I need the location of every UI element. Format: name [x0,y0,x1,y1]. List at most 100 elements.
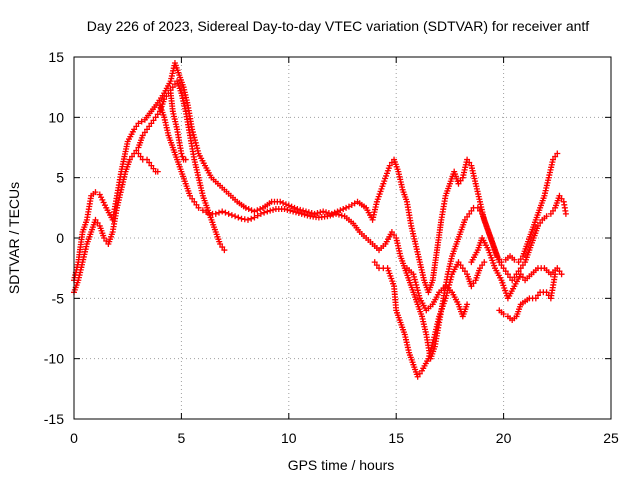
x-tick-label: 5 [178,430,186,446]
data-point-marker [133,123,140,130]
data-point-marker [245,206,252,213]
data-point-marker [248,215,255,222]
data-point-marker [558,271,565,278]
data-point-marker [92,216,99,223]
data-point-marker [195,204,202,211]
data-point-marker [429,339,436,346]
data-point-marker [511,256,518,263]
data-point-marker [337,207,344,214]
series-track-g [496,271,559,324]
data-point-marker [189,129,196,136]
data-point-marker [562,210,569,217]
data-point-marker [131,126,138,133]
y-tick-label: 5 [56,170,64,186]
data-point-marker [414,373,421,380]
data-point-marker [304,212,311,219]
data-point-marker [302,208,309,215]
data-point-marker [466,210,473,217]
data-point-marker [150,165,157,172]
y-tick-label: 10 [48,109,64,125]
data-point-marker [199,207,206,214]
data-point-marker [148,120,155,127]
data-point-marker [554,265,561,272]
y-axis-ticks: -15 -10 -5 0 5 10 15 [44,49,611,427]
data-point-marker [222,209,229,216]
data-point-marker [468,207,475,214]
data-point-marker [191,198,198,205]
data-point-marker [141,129,148,136]
data-point-marker [150,117,157,124]
data-point-marker [285,202,292,209]
series-track-e [371,259,488,380]
data-point-marker [429,342,435,349]
data-point-marker [186,192,193,199]
data-point-marker [264,208,271,215]
data-point-marker [509,277,516,284]
data-point-marker [457,177,464,184]
data-point-marker [410,271,417,278]
data-point-marker [219,244,226,251]
data-point-marker [431,334,438,341]
data-point-marker [558,195,565,202]
data-point-marker [215,209,222,216]
data-point-marker [137,153,144,160]
data-point-marker [135,120,142,127]
data-point-marker [232,213,239,220]
data-point-marker [556,192,563,199]
data-point-marker [464,213,471,220]
data-point-marker [98,194,105,201]
x-tick-label: 0 [70,430,78,446]
data-point-marker [338,212,345,219]
data-point-marker [464,156,471,163]
data-point-marker [517,271,524,278]
data-point-marker [550,207,557,214]
data-point-marker [317,209,324,216]
data-point-marker [335,211,342,218]
data-point-marker [144,126,151,133]
data-point-marker [203,209,210,216]
data-point-marker [284,206,291,213]
data-point-marker [320,208,327,215]
data-point-marker [470,280,477,287]
data-point-marker [217,241,224,248]
data-point-marker [537,219,544,226]
data-point-marker [192,137,199,144]
data-point-marker [191,134,198,141]
data-point-marker [448,273,455,280]
data-point-marker [442,295,449,302]
data-point-marker [446,281,453,288]
series-track-c [156,102,569,362]
data-point-marker [430,336,437,343]
data-point-marker [333,210,340,217]
data-point-marker [254,212,261,219]
data-point-marker [547,210,554,217]
data-point-marker [189,126,196,133]
data-point-marker [330,211,337,218]
data-point-marker [416,292,423,299]
data-point-marker [154,168,161,175]
data-point-marker [412,279,419,286]
data-point-marker [457,262,464,269]
data-point-marker [443,292,450,299]
data-point-marker [225,210,232,217]
data-point-marker [146,159,153,166]
data-point-marker [543,213,550,220]
data-point-marker [270,206,277,213]
data-point-marker [194,145,201,152]
x-tick-label: 10 [281,430,297,446]
y-tick-label: 0 [56,230,64,246]
data-point-marker [288,203,295,210]
data-point-marker [169,84,176,91]
data-point-marker [294,206,301,213]
data-point-marker [500,265,507,272]
data-point-marker [298,210,305,217]
data-point-marker [244,216,251,223]
data-point-marker [179,153,186,160]
data-point-marker [543,289,550,296]
data-point-marker [371,259,378,266]
data-point-marker [146,123,153,130]
data-point-marker [323,209,330,216]
data-point-marker [297,206,304,213]
x-tick-label: 20 [496,430,512,446]
data-point-marker [340,206,347,213]
